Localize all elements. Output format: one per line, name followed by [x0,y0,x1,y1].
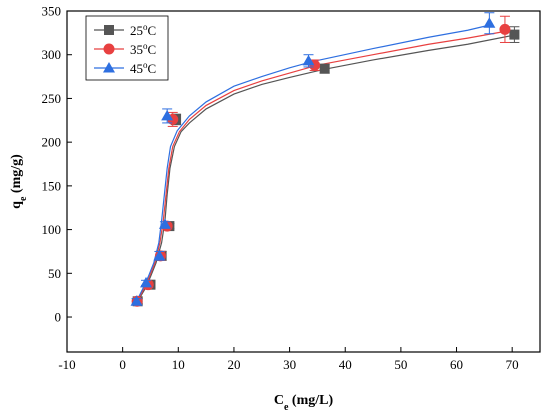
x-axis-label: Ce (mg/L) [274,393,334,413]
legend-box [85,15,169,81]
legend-marker-45c [103,62,115,73]
svg-text:25oC: 25oC [130,22,156,38]
data-point-45c [161,109,174,121]
x-tick-label: 10 [172,357,185,372]
y-tick-label: 300 [42,47,62,62]
x-tick-label: 30 [283,357,296,372]
data-point-35c [499,23,511,35]
y-tick-label: 50 [48,266,61,281]
y-tick-label: 0 [55,310,62,325]
svg-text:45oC: 45oC [130,60,156,76]
data-point-45c [153,249,166,261]
data-points [130,12,520,307]
data-point-45c [483,17,496,28]
data-point-45c [302,54,315,66]
data-point-45c [140,276,153,288]
x-tick-label: -10 [58,357,75,372]
x-tick-label: 40 [339,357,352,372]
legend-marker-25c [104,25,114,35]
x-tick-label: 0 [119,357,126,372]
y-axis-label: qe (mg/g) [9,154,29,209]
data-point-25c [509,29,520,40]
svg-text:35oC: 35oC [130,41,156,57]
legend-marker-35c [103,43,115,55]
data-point-45c [158,218,171,229]
x-tick-label: 50 [394,357,407,372]
data-point-45c [130,295,143,306]
x-tick-label: 20 [227,357,240,372]
data-point-25c [319,63,330,74]
legend-entry-45c: 45oC [94,60,156,76]
x-tick-label: 60 [450,357,463,372]
legend: 25oC 35oC 45oC [85,15,169,81]
y-tick-label: 350 [42,4,62,19]
legend-entry-35c: 35oC [94,41,156,57]
y-tick-label: 100 [42,222,62,237]
x-axis-ticks: -10 0 10 20 30 40 50 60 70 [58,347,519,372]
x-tick-label: 70 [506,357,519,372]
y-tick-label: 250 [42,91,62,106]
y-axis-ticks: 0 50 100 150 200 250 300 350 [42,4,72,325]
legend-entry-25c: 25oC [94,22,156,38]
y-tick-label: 200 [42,135,62,150]
fit-curve-25c [137,34,513,302]
y-tick-label: 150 [42,178,62,193]
plot-frame [66,10,541,353]
